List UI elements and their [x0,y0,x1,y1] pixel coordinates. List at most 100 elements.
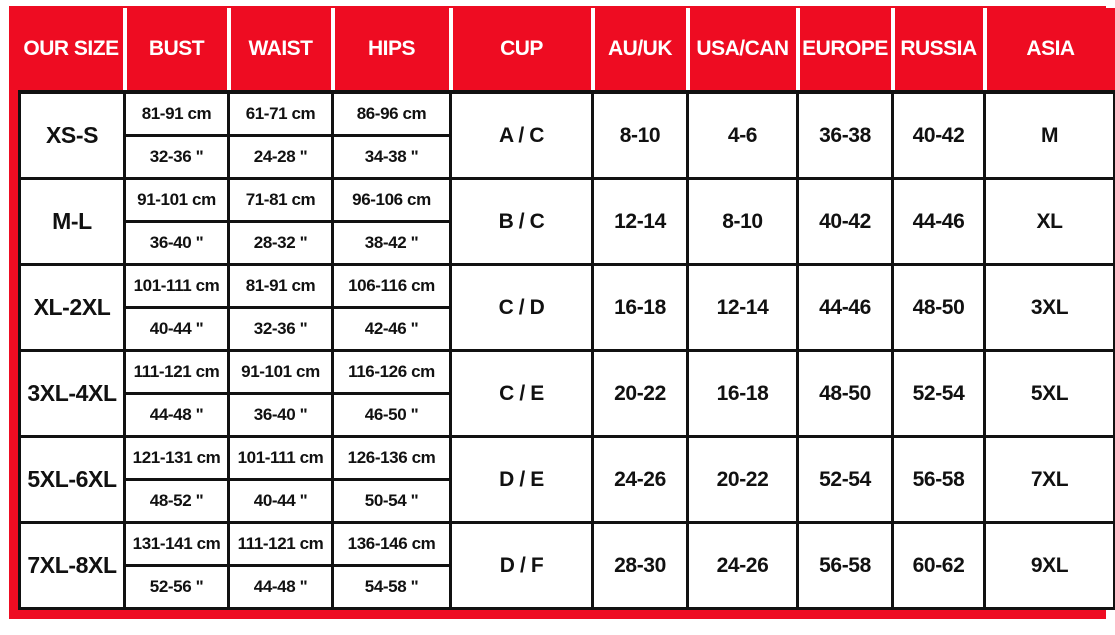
cell-usa-can: 16-18 [686,349,799,438]
table-row: 32-36 " 24-28 " 34-38 " [20,134,1115,180]
cell-usa-can: 24-26 [686,521,799,610]
header-bust: BUST [122,8,229,94]
cell-hips-in: 38-42 " [331,220,452,266]
cell-bust-in: 36-40 " [123,220,230,266]
cell-au-uk: 12-14 [591,177,689,266]
cell-hips-cm: 86-96 cm [331,90,452,137]
table-row: 40-44 " 32-36 " 42-46 " [20,306,1115,352]
cell-hips-in: 50-54 " [331,478,452,524]
header-cup: CUP [448,8,593,94]
cell-bust-in: 52-56 " [123,564,230,610]
cell-au-uk: 20-22 [591,349,689,438]
cell-bust-cm: 81-91 cm [123,90,230,137]
cell-hips-cm: 136-146 cm [331,521,452,567]
cell-au-uk: 16-18 [591,263,689,352]
cell-bust-in: 44-48 " [123,392,230,438]
cell-asia: 3XL [983,263,1115,352]
cell-hips-in: 42-46 " [331,306,452,352]
cell-europe: 52-54 [796,435,894,524]
cell-europe: 36-38 [796,90,894,180]
cell-waist-in: 40-44 " [227,478,334,524]
cell-cup: D / E [449,435,594,524]
cell-asia: M [983,90,1115,180]
header-usa-can: USA/CAN [685,8,798,94]
cell-bust-cm: 91-101 cm [123,177,230,223]
cell-waist-cm: 81-91 cm [227,263,334,309]
cell-bust-in: 32-36 " [123,134,230,180]
cell-hips-cm: 106-116 cm [331,263,452,309]
cell-cup: C / E [449,349,594,438]
table-row: 52-56 " 44-48 " 54-58 " [20,564,1115,610]
cell-usa-can: 8-10 [686,177,799,266]
cell-cup: C / D [449,263,594,352]
cell-russia: 44-46 [891,177,986,266]
cell-bust-cm: 101-111 cm [123,263,230,309]
cell-asia: 7XL [983,435,1115,524]
cell-russia: 56-58 [891,435,986,524]
cell-bust-cm: 121-131 cm [123,435,230,481]
header-europe: EUROPE [795,8,893,94]
cell-russia: 48-50 [891,263,986,352]
cell-bust-in: 40-44 " [123,306,230,352]
table-row: XL-2XL 101-111 cm 81-91 cm 106-116 cm C … [18,263,1115,352]
cell-asia: XL [983,177,1115,266]
size-chart-table: OUR SIZE BUST WAIST HIPS CUP AU/UK USA/C… [18,8,1115,610]
cell-waist-cm: 91-101 cm [227,349,334,395]
cell-waist-in: 36-40 " [227,392,334,438]
header-hips: HIPS [330,8,451,94]
cell-asia: 9XL [983,521,1115,610]
cell-waist-in: 28-32 " [227,220,334,266]
cell-hips-in: 46-50 " [331,392,452,438]
header-row: OUR SIZE BUST WAIST HIPS CUP AU/UK USA/C… [19,8,1115,94]
cell-bust-cm: 131-141 cm [123,521,230,567]
cell-cup: A / C [449,90,594,180]
cell-au-uk: 24-26 [591,435,689,524]
cell-bust-cm: 111-121 cm [123,349,230,395]
cell-waist-in: 44-48 " [227,564,334,610]
cell-hips-cm: 126-136 cm [331,435,452,481]
size-chart-frame: OUR SIZE BUST WAIST HIPS CUP AU/UK USA/C… [9,6,1115,619]
cell-au-uk: 8-10 [591,90,689,180]
cell-russia: 60-62 [891,521,986,610]
table-row: 5XL-6XL 121-131 cm 101-111 cm 126-136 cm… [18,435,1115,524]
cell-usa-can: 20-22 [686,435,799,524]
table-row: 48-52 " 40-44 " 50-54 " [20,478,1115,524]
table-row: M-L 91-101 cm 71-81 cm 96-106 cm B / C 1… [18,177,1115,266]
cell-usa-can: 4-6 [686,90,799,180]
table-row: 36-40 " 28-32 " 38-42 " [20,220,1115,266]
cell-hips-in: 54-58 " [331,564,452,610]
cell-hips-cm: 96-106 cm [331,177,452,223]
header-waist: WAIST [226,8,333,94]
cell-waist-in: 32-36 " [227,306,334,352]
cell-bust-in: 48-52 " [123,478,230,524]
cell-waist-cm: 71-81 cm [227,177,334,223]
cell-hips-cm: 116-126 cm [331,349,452,395]
cell-asia: 5XL [983,349,1115,438]
cell-our-size: XL-2XL [18,263,126,352]
cell-europe: 40-42 [796,177,894,266]
cell-our-size: M-L [18,177,126,266]
header-au-uk: AU/UK [590,8,688,94]
cell-europe: 56-58 [796,521,894,610]
table-row: 7XL-8XL 131-141 cm 111-121 cm 136-146 cm… [18,521,1115,610]
cell-our-size: XS-S [18,90,126,180]
header-asia: ASIA [982,8,1115,94]
cell-hips-in: 34-38 " [331,134,452,180]
cell-europe: 44-46 [796,263,894,352]
cell-europe: 48-50 [796,349,894,438]
table-row: 3XL-4XL 111-121 cm 91-101 cm 116-126 cm … [18,349,1115,438]
cell-our-size: 3XL-4XL [18,349,126,438]
cell-russia: 40-42 [891,90,986,180]
header-our-size: OUR SIZE [19,8,125,94]
table-row: XS-S 81-91 cm 61-71 cm 86-96 cm A / C 8-… [18,90,1115,180]
cell-our-size: 7XL-8XL [18,521,126,610]
cell-waist-cm: 111-121 cm [227,521,334,567]
cell-waist-in: 24-28 " [227,134,334,180]
cell-au-uk: 28-30 [591,521,689,610]
cell-our-size: 5XL-6XL [18,435,126,524]
table-row: 44-48 " 36-40 " 46-50 " [20,392,1115,438]
cell-russia: 52-54 [891,349,986,438]
header-russia: RUSSIA [890,8,985,94]
cell-waist-cm: 101-111 cm [227,435,334,481]
cell-cup: B / C [449,177,594,266]
